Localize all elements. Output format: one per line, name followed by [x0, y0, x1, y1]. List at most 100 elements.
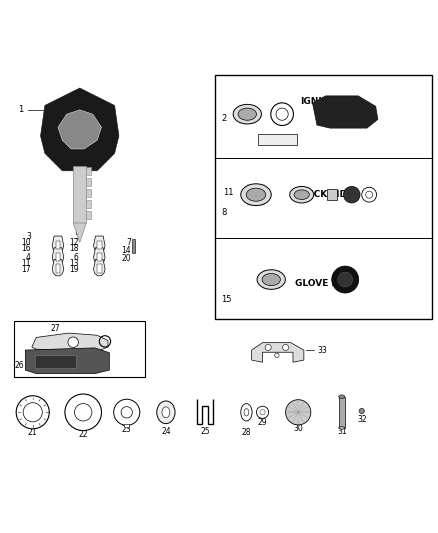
Bar	[97, 253, 102, 261]
Bar	[86, 167, 92, 175]
Ellipse shape	[246, 188, 266, 201]
Ellipse shape	[339, 426, 345, 429]
Text: 16: 16	[21, 244, 31, 253]
Circle shape	[74, 403, 92, 421]
Text: 22: 22	[78, 430, 88, 439]
Circle shape	[276, 108, 288, 120]
Bar	[132, 239, 135, 254]
Ellipse shape	[257, 270, 286, 289]
Bar	[124, 424, 129, 427]
Bar	[56, 264, 60, 273]
Ellipse shape	[238, 108, 256, 120]
Text: 17: 17	[21, 265, 31, 274]
Ellipse shape	[241, 403, 252, 421]
Text: DECK LID: DECK LID	[300, 190, 347, 199]
Circle shape	[286, 400, 311, 425]
Ellipse shape	[339, 395, 345, 398]
Text: 26: 26	[15, 361, 25, 370]
Ellipse shape	[294, 190, 309, 199]
Text: 7: 7	[126, 238, 131, 247]
Polygon shape	[252, 343, 304, 362]
Text: 13: 13	[69, 259, 79, 268]
Bar	[97, 241, 102, 249]
Text: 8: 8	[221, 207, 226, 216]
Polygon shape	[94, 248, 105, 264]
Bar	[86, 211, 92, 219]
Text: 5: 5	[74, 231, 79, 240]
Text: 11: 11	[223, 188, 234, 197]
Bar	[73, 166, 86, 223]
Circle shape	[343, 187, 360, 203]
Circle shape	[256, 406, 268, 418]
Text: 3: 3	[26, 231, 31, 240]
Circle shape	[338, 272, 353, 287]
Ellipse shape	[233, 104, 261, 124]
Bar	[86, 178, 92, 186]
Text: 15: 15	[221, 295, 232, 304]
Text: 29: 29	[258, 418, 267, 427]
FancyBboxPatch shape	[35, 356, 76, 368]
Circle shape	[65, 394, 102, 431]
Polygon shape	[58, 110, 102, 149]
Ellipse shape	[290, 187, 314, 203]
Text: 19: 19	[69, 265, 79, 274]
Ellipse shape	[244, 409, 249, 416]
Text: 10: 10	[21, 238, 31, 247]
Bar	[97, 264, 102, 273]
Text: IGNITION: IGNITION	[300, 96, 347, 106]
Bar	[239, 104, 256, 124]
Polygon shape	[52, 248, 64, 264]
FancyBboxPatch shape	[215, 75, 432, 319]
Text: 25: 25	[200, 426, 210, 435]
Ellipse shape	[241, 184, 271, 206]
Text: 12: 12	[69, 238, 79, 247]
Text: 11: 11	[21, 259, 31, 268]
Bar	[86, 189, 92, 197]
Bar	[327, 189, 336, 200]
Ellipse shape	[157, 401, 175, 424]
Bar	[247, 184, 265, 206]
Text: 20: 20	[121, 254, 131, 263]
Ellipse shape	[262, 273, 280, 286]
Circle shape	[283, 344, 289, 351]
Circle shape	[121, 407, 132, 418]
Polygon shape	[25, 348, 110, 374]
Bar	[262, 270, 280, 289]
Text: 27: 27	[50, 324, 60, 333]
Circle shape	[271, 103, 293, 125]
Text: 21: 21	[28, 428, 38, 437]
Text: 32: 32	[357, 415, 367, 424]
Text: 24: 24	[161, 426, 171, 435]
Text: 18: 18	[69, 244, 79, 253]
Bar	[258, 134, 297, 144]
Circle shape	[362, 187, 377, 202]
Polygon shape	[313, 96, 378, 128]
Polygon shape	[52, 236, 64, 252]
Bar	[56, 253, 60, 261]
Polygon shape	[73, 223, 86, 243]
Text: 6: 6	[74, 253, 79, 262]
Text: 28: 28	[242, 428, 251, 437]
Polygon shape	[52, 260, 64, 276]
Bar	[86, 200, 92, 208]
Circle shape	[16, 396, 49, 429]
Circle shape	[359, 408, 364, 414]
Bar	[56, 241, 60, 249]
Bar	[339, 397, 345, 428]
Circle shape	[275, 353, 279, 358]
Text: 31: 31	[337, 427, 346, 437]
Circle shape	[68, 337, 78, 348]
Circle shape	[260, 410, 265, 415]
Circle shape	[265, 344, 271, 351]
Polygon shape	[32, 333, 108, 351]
Text: 30: 30	[293, 424, 303, 433]
Circle shape	[23, 403, 42, 422]
Ellipse shape	[162, 407, 170, 418]
Text: 2: 2	[221, 114, 226, 123]
Polygon shape	[94, 260, 105, 276]
Circle shape	[366, 191, 373, 198]
Text: 33: 33	[317, 346, 327, 355]
Text: 23: 23	[122, 425, 131, 434]
Text: 1: 1	[18, 106, 23, 114]
Text: 4: 4	[26, 253, 31, 262]
